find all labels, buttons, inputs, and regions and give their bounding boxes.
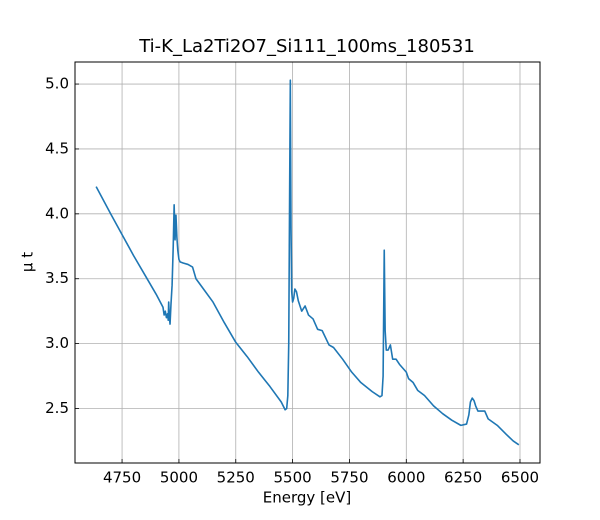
plot-frame	[74, 61, 541, 464]
x-tick-label: 5500	[274, 469, 312, 487]
x-tick-label: 6250	[444, 469, 482, 487]
x-tick-label: 5250	[217, 469, 255, 487]
x-tick-label: 5750	[330, 469, 368, 487]
x-tick-label: 6500	[501, 469, 539, 487]
y-tick-label: 3.5	[45, 269, 69, 287]
y-tick-label: 3.0	[45, 334, 69, 352]
y-axis-label: μ t	[19, 252, 37, 272]
y-tick-label: 4.0	[45, 204, 69, 222]
y-tick-label: 2.5	[45, 399, 69, 417]
y-tick-label: 5.0	[45, 75, 69, 93]
x-axis-label: Energy [eV]	[263, 489, 351, 507]
x-tick-label: 5000	[160, 469, 198, 487]
y-tick-label: 4.5	[45, 139, 69, 157]
data-line	[95, 79, 520, 446]
x-tick-label: 4750	[103, 469, 141, 487]
x-tick-label: 6000	[387, 469, 425, 487]
chart-title: Ti-K_La2Ti2O7_Si111_100ms_180531	[138, 36, 475, 57]
